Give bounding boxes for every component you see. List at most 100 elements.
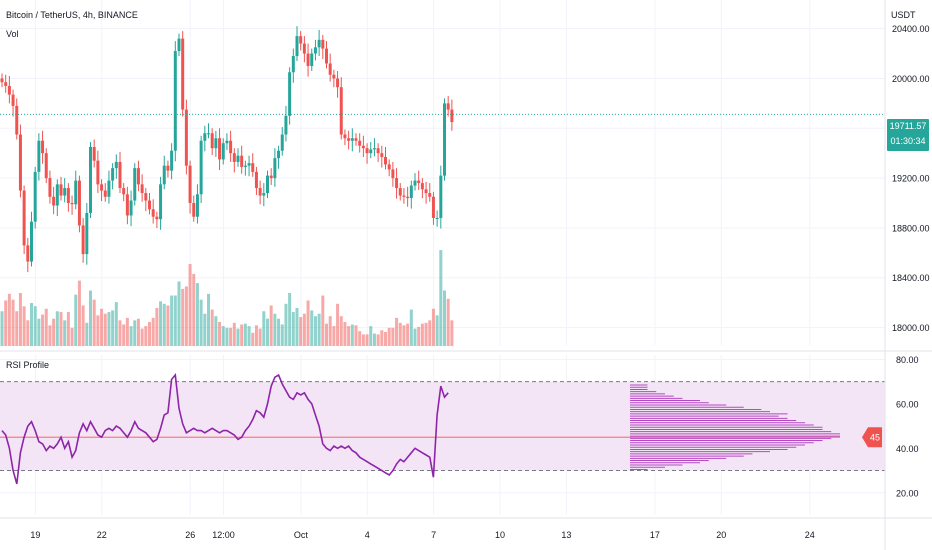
volume-bar — [243, 323, 247, 346]
candle-body — [431, 196, 435, 218]
candle-body — [343, 134, 347, 139]
candle-body — [369, 149, 373, 154]
candle-body — [162, 165, 166, 185]
candle-body — [92, 146, 96, 161]
volume-bar — [37, 318, 41, 346]
candle-body — [0, 78, 4, 83]
time-tick-label: Oct — [294, 530, 309, 540]
volume-bar — [177, 281, 181, 346]
candle-body — [240, 155, 244, 167]
candle-body — [350, 138, 354, 141]
volume-bar — [48, 325, 52, 346]
volume-bar — [89, 290, 92, 346]
candle-body — [306, 53, 310, 67]
candle-body — [266, 175, 269, 194]
time-tick-label: 13 — [561, 530, 571, 540]
time-tick-label: 7 — [431, 530, 436, 540]
candle-body — [96, 160, 100, 185]
volume-bar — [240, 324, 244, 346]
volume-bar — [428, 320, 432, 346]
volume-bar — [443, 290, 446, 346]
volume-bar — [302, 313, 306, 346]
candle-body — [203, 133, 207, 141]
candle-body — [11, 94, 15, 106]
candle-body — [144, 193, 148, 201]
volume-bar — [11, 299, 15, 346]
candle-body — [7, 85, 11, 95]
volume-bar — [151, 317, 155, 346]
rsi-tick-label: 60.00 — [896, 399, 919, 409]
candle-body — [44, 153, 48, 179]
candle-body — [114, 161, 118, 169]
volume-bar — [96, 315, 100, 346]
volume-bar — [384, 331, 387, 346]
volume-bar — [277, 318, 281, 346]
volume-bar — [103, 313, 107, 346]
price-tick-label: 20000.00 — [892, 74, 930, 84]
volume-bar — [140, 328, 144, 346]
volume-bar — [15, 311, 19, 346]
volume-bar — [417, 326, 421, 346]
rsi-line — [1, 373, 449, 485]
rsi-tick-label: 80.00 — [896, 355, 919, 365]
volume-bar — [310, 310, 314, 346]
volume-bar — [195, 283, 199, 346]
bar-countdown: 01:30:34 — [890, 136, 926, 146]
volume-label: Vol — [6, 29, 19, 39]
candle-body — [417, 180, 421, 184]
candle-body — [155, 216, 159, 220]
volume-bar — [218, 322, 222, 346]
volume-bar — [52, 318, 56, 346]
candle-body — [395, 178, 399, 189]
candle-body — [151, 209, 155, 217]
time-tick-label: 4 — [365, 530, 370, 540]
volume-bar — [122, 324, 126, 346]
candle-body — [199, 140, 203, 195]
volume-bar — [118, 320, 122, 346]
candle-body — [111, 168, 115, 181]
candle-body — [372, 148, 376, 150]
time-tick-label: 22 — [97, 530, 107, 540]
price-axis-unit: USDT — [891, 10, 916, 20]
time-tick-label: 10 — [495, 530, 505, 540]
candle-body — [358, 140, 362, 146]
volume-bar — [317, 313, 321, 346]
volume-bar — [7, 293, 11, 346]
candle-body — [247, 163, 251, 166]
volume-bar — [306, 300, 310, 346]
time-tick-label: 19 — [30, 530, 40, 540]
volume-bar — [207, 293, 210, 346]
volume-bar — [66, 312, 70, 346]
candle-body — [313, 47, 317, 54]
candle-body — [302, 43, 306, 54]
volume-bar — [236, 328, 240, 346]
volume-bar — [439, 250, 443, 346]
volume-bar — [18, 293, 22, 346]
volume-bar — [431, 308, 435, 346]
candle-body — [269, 175, 273, 179]
volume-bar — [44, 308, 48, 346]
candle-body — [321, 39, 325, 49]
volume-bar — [33, 306, 37, 346]
volume-bar — [173, 295, 177, 346]
candle-body — [177, 38, 181, 52]
candle-body — [409, 185, 413, 199]
volume-bar — [361, 334, 365, 346]
volume-bar — [192, 274, 196, 346]
candle-body — [310, 53, 314, 67]
candle-body — [173, 51, 177, 151]
candle-body — [122, 188, 126, 195]
volume-bar — [446, 298, 450, 346]
volume-bar — [369, 326, 373, 346]
candle-body — [133, 168, 137, 201]
volume-bar — [339, 316, 343, 346]
volume-bar — [365, 334, 369, 346]
time-tick-label: 24 — [805, 530, 815, 540]
candle-body — [33, 171, 37, 222]
rsi-badge-value: 45 — [870, 433, 880, 443]
volume-bar — [266, 318, 269, 346]
candle-body — [402, 195, 406, 197]
candle-body — [254, 171, 258, 189]
